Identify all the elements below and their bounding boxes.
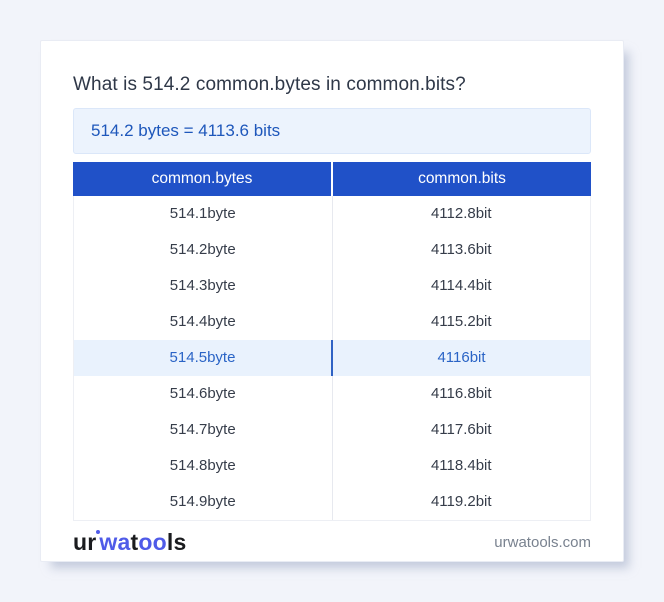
- bytes-cell: 514.7byte: [74, 412, 333, 448]
- bits-cell: 4116.8bit: [430, 385, 492, 402]
- conversion-result-text: 514.2 bytes = 4113.6 bits: [91, 121, 281, 140]
- logo-ring-icon: [96, 529, 101, 534]
- bytes-cell: 514.3byte: [74, 268, 333, 304]
- bytes-cell: 514.4byte: [74, 304, 333, 340]
- bits-cell: 4115.2bit: [430, 313, 492, 330]
- table-row: 514.4byte 4115.2bit: [74, 304, 590, 340]
- bits-cell: 4112.8bit: [430, 205, 492, 222]
- card-footer: ur wa t oo ls urwatools.com: [73, 522, 591, 562]
- table-row: 514.9byte 4119.2bit: [74, 484, 590, 520]
- bits-cell: 4117.6bit: [430, 421, 492, 438]
- bits-cell: 4114.4bit: [430, 277, 492, 294]
- table-row: 514.8byte 4118.4bit: [74, 448, 590, 484]
- urwatools-logo[interactable]: ur wa t oo ls: [73, 529, 186, 556]
- bytes-cell: 514.1byte: [74, 196, 333, 232]
- bits-cell: 4119.2bit: [430, 493, 492, 510]
- bytes-cell: 514.8byte: [74, 448, 333, 484]
- logo-text-t: t: [130, 528, 139, 555]
- bytes-cell: 514.5byte: [74, 340, 333, 376]
- table-row: 514.6byte 4116.8bit: [74, 376, 590, 412]
- table-row: 514.7byte 4117.6bit: [74, 412, 590, 448]
- table-header-row: common.bytes common.bits: [73, 162, 591, 196]
- bytes-cell: 514.9byte: [74, 484, 333, 520]
- converter-card: What is 514.2 common.bytes in common.bit…: [40, 40, 624, 562]
- column-header-bytes: common.bytes: [73, 162, 331, 196]
- logo-text-wa: wa: [99, 528, 131, 555]
- bytes-cell: 514.6byte: [74, 376, 333, 412]
- logo-text-ur: ur: [73, 528, 97, 555]
- site-domain-text: urwatools.com: [494, 533, 591, 551]
- bits-cell: 4113.6bit: [430, 241, 492, 258]
- table-body: 514.1byte 4112.8bit 514.2byte 4113.6bit …: [73, 196, 591, 521]
- conversion-table: common.bytes common.bits 514.1byte 4112.…: [73, 162, 591, 521]
- bits-cell: 4116bit: [437, 349, 486, 366]
- table-row: 514.2byte 4113.6bit: [74, 232, 590, 268]
- table-row: 514.5byte 4116bit: [74, 340, 590, 376]
- logo-text-ls: ls: [166, 528, 187, 555]
- logo-text-oo: oo: [138, 528, 167, 555]
- bytes-cell: 514.2byte: [74, 232, 333, 268]
- column-header-bits: common.bits: [333, 162, 591, 196]
- conversion-result-banner: 514.2 bytes = 4113.6 bits: [73, 108, 591, 154]
- bits-cell: 4118.4bit: [430, 457, 492, 474]
- table-row: 514.1byte 4112.8bit: [74, 196, 590, 232]
- page-title: What is 514.2 common.bytes in common.bit…: [73, 74, 466, 95]
- table-row: 514.3byte 4114.4bit: [74, 268, 590, 304]
